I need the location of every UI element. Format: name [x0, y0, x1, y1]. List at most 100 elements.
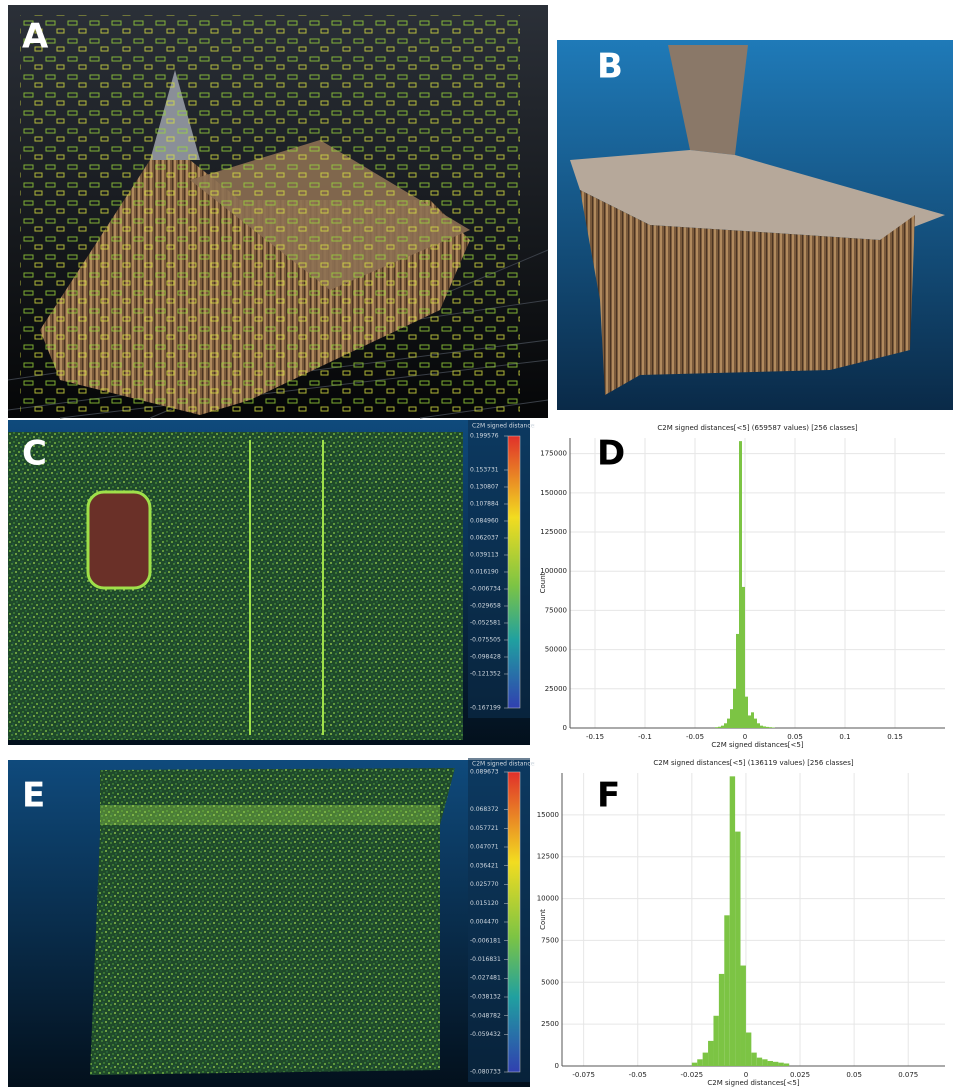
y-tick-label: 0 [563, 724, 567, 732]
y-tick-label: 7500 [541, 936, 559, 944]
y-tick-label: 75000 [545, 606, 567, 614]
histogram-bar [763, 726, 766, 728]
colorbar-tick-label: -0.038132 [470, 994, 501, 1001]
x-tick-label: -0.05 [686, 733, 704, 741]
histogram-bar [736, 634, 739, 728]
x-tick-label: -0.1 [638, 733, 652, 741]
y-tick-label: 125000 [540, 528, 567, 536]
x-tick-label: -0.05 [629, 1071, 647, 1079]
y-tick-label: 0 [555, 1062, 559, 1070]
x-tick-label: 0.1 [839, 733, 850, 741]
x-tick-label: 0 [744, 1071, 748, 1079]
x-tick-label: -0.025 [681, 1071, 704, 1079]
colorbar-tick-label: -0.098428 [470, 653, 501, 660]
histogram-bar [751, 712, 754, 728]
colorbar-tick-label: -0.006181 [470, 937, 501, 944]
panel-label: E [22, 776, 45, 816]
histogram-bar [724, 723, 727, 728]
histogram-bar [708, 1041, 713, 1066]
histogram-bar [719, 974, 724, 1066]
eave [100, 805, 440, 825]
histogram-bar [735, 832, 740, 1066]
colorbar-tick-label: 0.016190 [470, 568, 499, 575]
histogram-bar [733, 689, 736, 728]
colorbar-tick-label: 0.199576 [470, 433, 499, 440]
y-tick-label: 25000 [545, 685, 567, 693]
histogram-bar [757, 1058, 762, 1066]
y-tick-label: 12500 [537, 853, 559, 861]
x-tick-label: 0.05 [846, 1071, 862, 1079]
colorbar-tick-label: 0.015120 [470, 900, 499, 907]
figure: A B C E C2M signed distances[<50.1995760… [0, 0, 955, 1091]
histogram-bar [773, 1062, 778, 1066]
histogram-bar [715, 727, 718, 728]
colorbar-tick-label: -0.080733 [470, 1069, 501, 1076]
histogram-bar [730, 776, 735, 1066]
colorbar-tick-label: -0.027481 [470, 975, 501, 982]
histogram-bar [784, 1063, 789, 1066]
colorbar-tick-label: 0.036421 [470, 862, 499, 869]
chart-title: C2M signed distances[<5] (136119 values)… [653, 759, 853, 767]
colorbar-tick-label: -0.121352 [470, 670, 501, 677]
y-tick-label: 2500 [541, 1020, 559, 1028]
colorbar-tick-label: 0.107884 [470, 500, 499, 507]
colorbar-tick-label: 0.062037 [470, 534, 499, 541]
histogram-bar [730, 709, 733, 728]
colorbar-tick-label: -0.029658 [470, 602, 501, 609]
y-axis-label: Count [539, 572, 547, 593]
colorbar-tick-label: 0.153731 [470, 466, 499, 473]
histogram-bar [697, 1059, 702, 1066]
y-tick-label: 10000 [537, 895, 559, 903]
colorbar-tick-label: -0.006734 [470, 585, 501, 592]
x-axis-label: C2M signed distances[<5] [711, 741, 803, 749]
histogram-bar [769, 727, 772, 728]
histogram-bar [754, 719, 757, 728]
window [88, 492, 150, 588]
x-tick-label: -0.075 [572, 1071, 595, 1079]
histogram-bar [721, 726, 724, 728]
colorbar-tick-label: -0.167199 [470, 705, 501, 712]
histogram-bar [766, 727, 769, 728]
y-tick-label: 50000 [545, 646, 567, 654]
colorbar-tick-label: 0.057721 [470, 825, 499, 832]
colorbar-tick-label: 0.089673 [470, 769, 499, 776]
x-tick-label: 0.075 [898, 1071, 918, 1079]
histogram-bar [739, 441, 742, 728]
histogram-bar [768, 1061, 773, 1066]
histogram-bar [748, 715, 751, 728]
y-tick-label: 175000 [540, 450, 567, 458]
histogram-bar [762, 1059, 767, 1066]
histogram-bar [724, 915, 729, 1066]
x-tick-label: 0.05 [787, 733, 803, 741]
x-tick-label: 0 [743, 733, 747, 741]
histogram-bar [745, 697, 748, 728]
panel-label: A [22, 17, 49, 57]
panel-label: B [597, 47, 623, 87]
histogram-bar [741, 966, 746, 1066]
x-axis-label: C2M signed distances[<5] [707, 1079, 799, 1087]
histogram-bar [727, 719, 730, 728]
x-tick-label: 0.025 [790, 1071, 810, 1079]
histogram-bar [751, 1053, 756, 1066]
colorbar-tick-label: -0.052581 [470, 619, 501, 626]
panel-label: D [597, 434, 625, 474]
colorbar-tick-label: -0.075505 [470, 636, 501, 643]
histogram-bar [713, 1016, 718, 1066]
histogram-bar [703, 1053, 708, 1066]
colorbar-tick-label: -0.059432 [470, 1031, 501, 1038]
histogram-bar [718, 727, 721, 728]
colorbar-tick-label: 0.004470 [470, 919, 499, 926]
panel-label: F [597, 776, 620, 816]
y-axis-label: Count [539, 909, 547, 930]
colorbar-tick-label: 0.047071 [470, 844, 499, 851]
histogram-bar [757, 723, 760, 728]
x-tick-label: 0.15 [887, 733, 903, 741]
histogram-bar [742, 587, 745, 728]
histogram-bar [692, 1063, 697, 1066]
histogram-bar [760, 726, 763, 728]
point-cloud-c [8, 432, 463, 740]
keypoints [20, 15, 520, 415]
histogram-bar [746, 1033, 751, 1066]
colorbar-tick-label: 0.068372 [470, 806, 499, 813]
colorbar-tick-label: 0.039113 [470, 551, 499, 558]
